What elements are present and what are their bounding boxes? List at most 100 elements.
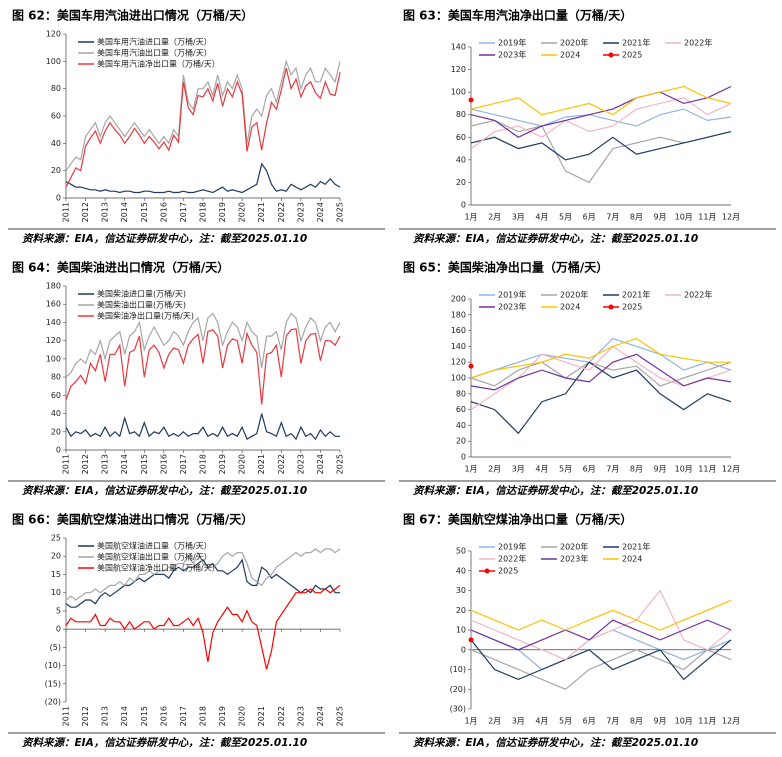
x-tick-label: 2019 [218, 706, 227, 726]
y-tick-label: (20) [45, 698, 61, 707]
x-tick-label: 2015 [140, 454, 149, 474]
series-line [65, 59, 341, 172]
series-line [470, 361, 732, 387]
x-tick-label: 2023 [296, 202, 305, 222]
series-line [470, 119, 732, 184]
y-tick-label: 5 [56, 606, 61, 615]
legend-label: 2021年 [622, 38, 650, 48]
legend-marker [484, 568, 490, 574]
series-line [470, 649, 732, 690]
legend-label: 美国柴油出口量(万桶/天) [97, 300, 186, 310]
y-tick-label: 60 [456, 133, 466, 142]
x-tick-label: 2020 [238, 454, 247, 474]
x-tick-label: 6月 [583, 213, 596, 222]
legend-label: 2023年 [560, 554, 588, 564]
y-tick-label: 20 [456, 606, 466, 615]
x-tick-label: 2025 [336, 202, 345, 222]
y-tick-label: 15 [51, 570, 61, 579]
series-line [470, 361, 732, 435]
y-tick-label: 140 [451, 342, 466, 351]
y-tick-label: 40 [51, 139, 61, 148]
x-tick-label: 2016 [159, 454, 168, 474]
x-tick-label: 2月 [488, 717, 501, 726]
x-tick-label: 9月 [654, 465, 667, 474]
series-line [470, 353, 732, 391]
x-tick-label: 2022 [277, 706, 286, 726]
x-tick-label: 2016 [159, 202, 168, 222]
legend-label: 2025 [622, 51, 642, 60]
x-tick-label: 2014 [120, 706, 129, 726]
y-tick-label: 0 [461, 645, 466, 654]
series-line [65, 68, 341, 188]
legend-label: 美国车用汽油进口量（万桶/天） [97, 37, 212, 47]
legend-label: 2024 [560, 303, 580, 312]
chart-title: 图 64：美国柴油进出口情况（万桶/天） [12, 260, 229, 275]
x-tick-label: 2011 [62, 454, 71, 474]
x-tick-label: 11月 [698, 213, 716, 222]
y-tick-label: 180 [451, 310, 466, 319]
point [468, 97, 474, 103]
legend-label: 2023年 [498, 50, 526, 60]
legend-label: 2020年 [560, 290, 588, 300]
series-line [65, 558, 340, 608]
y-tick-label: 10 [51, 588, 61, 597]
x-tick-label: 2012 [81, 202, 90, 222]
x-tick-label: 4月 [535, 465, 548, 474]
legend-label: 2019年 [498, 290, 526, 300]
y-tick-label: 140 [46, 318, 61, 327]
x-tick-label: 3月 [512, 717, 525, 726]
y-tick-label: 60 [51, 112, 61, 121]
x-tick-label: 2012 [81, 454, 90, 474]
x-tick-label: 2024 [316, 706, 325, 726]
y-tick-label: 20 [51, 427, 61, 436]
x-tick-label: 2015 [140, 706, 149, 726]
x-tick-label: 4月 [535, 213, 548, 222]
x-tick-label: 2017 [179, 202, 188, 222]
legend-label: 2023年 [498, 302, 526, 312]
y-tick-label: 20 [456, 437, 466, 446]
legend-label: 美国柴油进口量(万桶/天) [97, 289, 186, 299]
y-tick-label: 120 [451, 358, 466, 367]
legend-marker [608, 52, 614, 58]
x-tick-label: 2014 [120, 202, 129, 222]
x-tick-label: 12月 [722, 717, 740, 726]
source-note: 资料来源：EIA，信达证券研发中心，注：截至2025.01.10 [22, 736, 307, 749]
chart-title: 图 63：美国车用汽油净出口量（万桶/天） [403, 8, 632, 23]
y-tick-label: 100 [451, 88, 466, 97]
x-tick-label: 7月 [606, 213, 619, 222]
y-tick-label: 50 [456, 547, 466, 556]
y-tick-label: 40 [51, 409, 61, 418]
x-tick-label: 2017 [179, 454, 188, 474]
y-tick-label: 140 [451, 43, 466, 52]
x-tick-label: 2025 [336, 706, 345, 726]
legend-label: 2024 [560, 51, 580, 60]
y-tick-label: 40 [456, 421, 466, 430]
legend-label: 2022年 [684, 290, 712, 300]
y-tick-label: 20 [51, 166, 61, 175]
point [468, 363, 474, 369]
y-tick-label: 120 [451, 65, 466, 74]
x-tick-label: 10月 [675, 213, 693, 222]
y-tick-label: 80 [51, 84, 61, 93]
x-tick-label: 1月 [464, 213, 477, 222]
y-tick-label: 160 [46, 300, 61, 309]
legend-marker [608, 304, 614, 310]
legend-label: 2021年 [622, 542, 650, 552]
x-tick-label: 10月 [675, 717, 693, 726]
y-tick-label: 30 [456, 586, 466, 595]
legend-label: 美国航空煤油出口量（万桶/天） [97, 552, 212, 562]
x-tick-label: 2021 [257, 454, 266, 474]
series-line [470, 337, 732, 379]
y-tick-label: 10 [456, 626, 466, 635]
x-tick-label: 2024 [316, 454, 325, 474]
chart-title: 图 66：美国航空煤油进出口情况（万桶/天） [12, 512, 253, 527]
source-note: 资料来源：EIA，信达证券研发中心，注：截至2025.01.10 [22, 484, 307, 497]
x-tick-label: 2014 [120, 454, 129, 474]
y-tick-label: 120 [46, 30, 61, 39]
y-tick-label: 40 [456, 566, 466, 575]
x-tick-label: 2015 [140, 202, 149, 222]
x-tick-label: 2025 [336, 454, 345, 474]
series-line [65, 548, 341, 601]
source-note: 资料来源：EIA，信达证券研发中心，注：截至2025.01.10 [22, 232, 307, 245]
y-tick-label: 200 [451, 295, 466, 304]
